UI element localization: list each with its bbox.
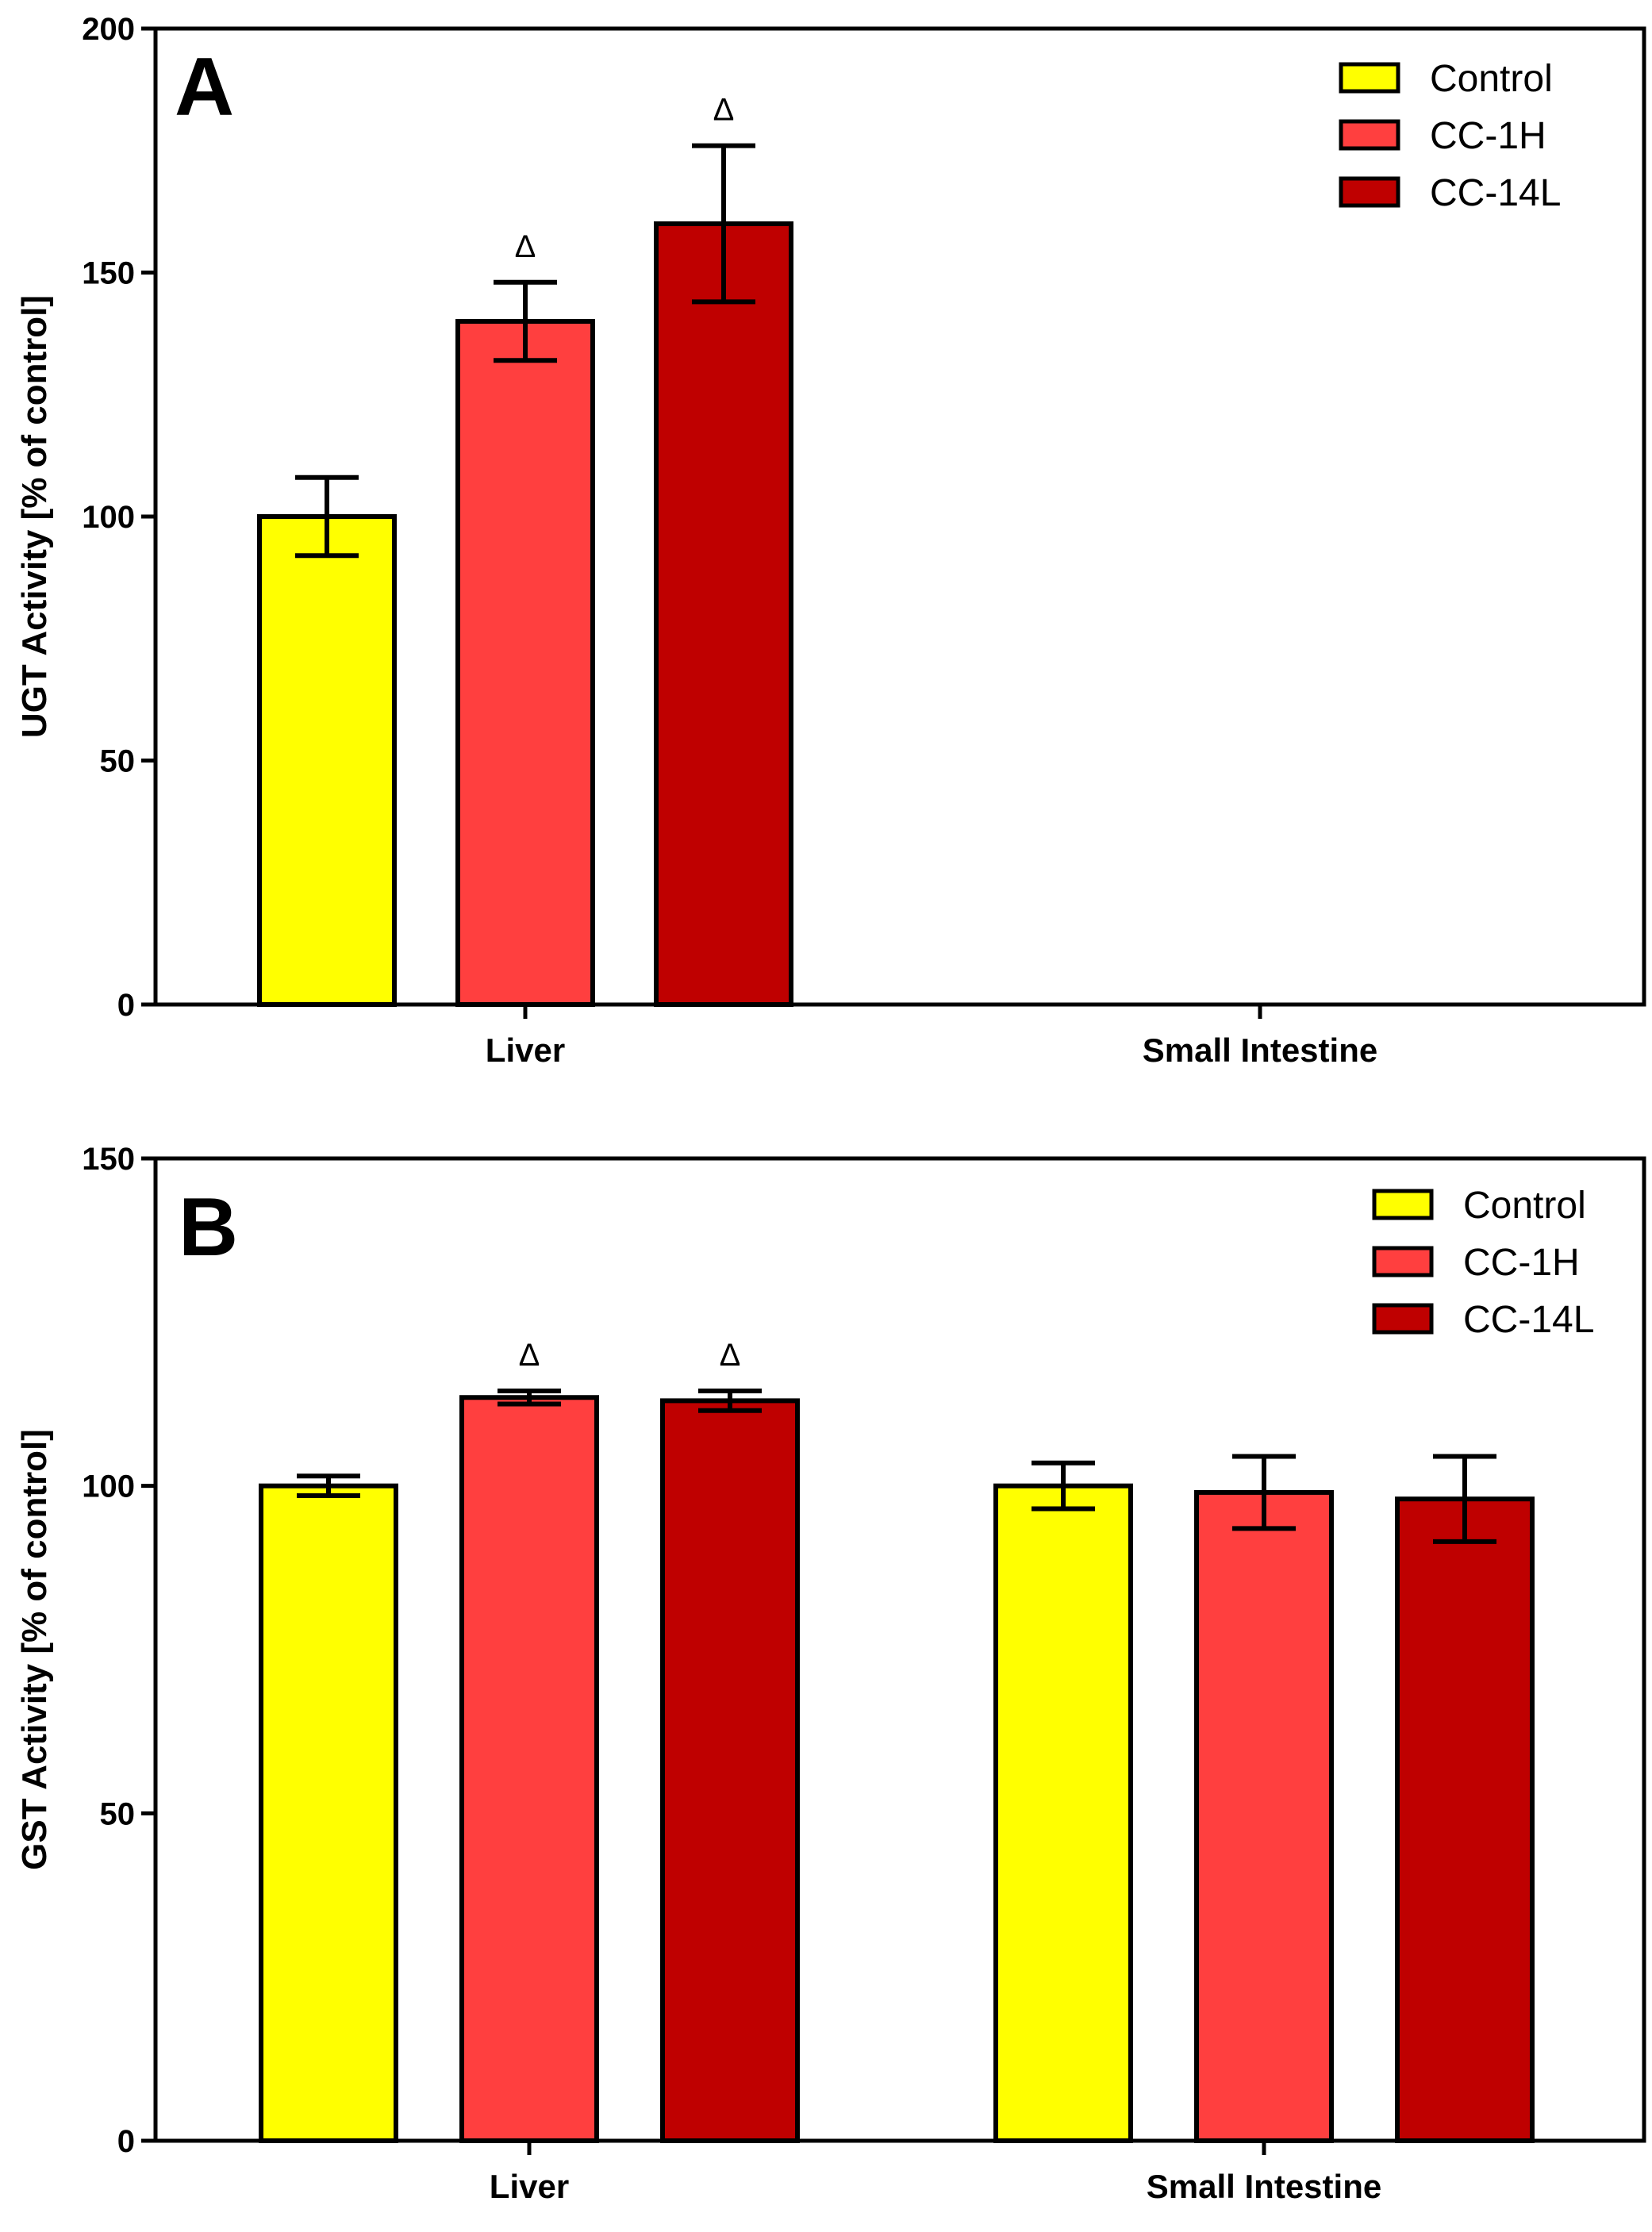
panel-b-legend-swatch — [1372, 1246, 1434, 1277]
panel-a-legend-swatch — [1339, 62, 1400, 94]
panel-a-legend-label: CC-1H — [1430, 115, 1546, 157]
panel-a-ytick-label: 150 — [82, 256, 135, 291]
panel-b-legend-label: Control — [1463, 1185, 1586, 1227]
panel-b-legend-swatch — [1372, 1303, 1434, 1335]
panel-b-legend-label: CC-14L — [1463, 1299, 1594, 1341]
panel-b-bar — [1395, 1496, 1535, 2143]
panel-b-bar — [660, 1398, 800, 2143]
panel-a-significance-mark: Δ — [515, 229, 536, 264]
panel-a-y-axis-title: UGT Activity [% of control] — [15, 295, 54, 738]
panel-a-ytick-label: 0 — [117, 988, 135, 1023]
panel-b-ytick-label: 50 — [100, 1796, 136, 1831]
panel-a-significance-mark: Δ — [713, 93, 735, 128]
panel-a-ytick-label: 50 — [100, 744, 136, 779]
panel-a-bar — [455, 319, 595, 1007]
panel-a-legend-swatch — [1339, 119, 1400, 151]
panel-a-legend-label: Control — [1430, 58, 1553, 100]
panel-a-legend-swatch — [1339, 176, 1400, 208]
panel-b-category-label: Small Intestine — [1147, 2168, 1381, 2205]
panel-a-bar — [654, 221, 793, 1007]
panel-a-category-label: Liver — [486, 1031, 565, 1069]
panel-b-y-axis-title: GST Activity [% of control] — [15, 1429, 54, 1870]
panel-b-significance-mark: Δ — [720, 1338, 741, 1373]
panel-b-bar — [1194, 1489, 1334, 2144]
panel-b-bar — [993, 1483, 1133, 2143]
panel-b-ytick-label: 0 — [117, 2124, 135, 2159]
panel-a-letter: A — [175, 41, 234, 133]
panel-b-legend-swatch — [1372, 1189, 1434, 1220]
panel-a-ytick-label: 100 — [82, 500, 135, 535]
panel-a-ytick-label: 200 — [82, 12, 135, 47]
panel-b-category-label: Liver — [490, 2168, 569, 2205]
panel-b-legend-label: CC-1H — [1463, 1242, 1580, 1284]
panel-b-plot-frame — [153, 1156, 1646, 2143]
panel-b-ytick-label: 150 — [82, 1142, 135, 1177]
panel-b-bar — [459, 1395, 599, 2144]
panel-a-category-label: Small Intestine — [1143, 1031, 1377, 1069]
panel-b-letter: B — [179, 1181, 238, 1274]
panel-a-bar — [257, 514, 397, 1007]
panel-b-significance-mark: Δ — [519, 1338, 540, 1373]
panel-a-legend-label: CC-14L — [1430, 172, 1561, 214]
panel-b-bar — [259, 1483, 398, 2143]
panel-b-ytick-label: 100 — [82, 1469, 135, 1504]
